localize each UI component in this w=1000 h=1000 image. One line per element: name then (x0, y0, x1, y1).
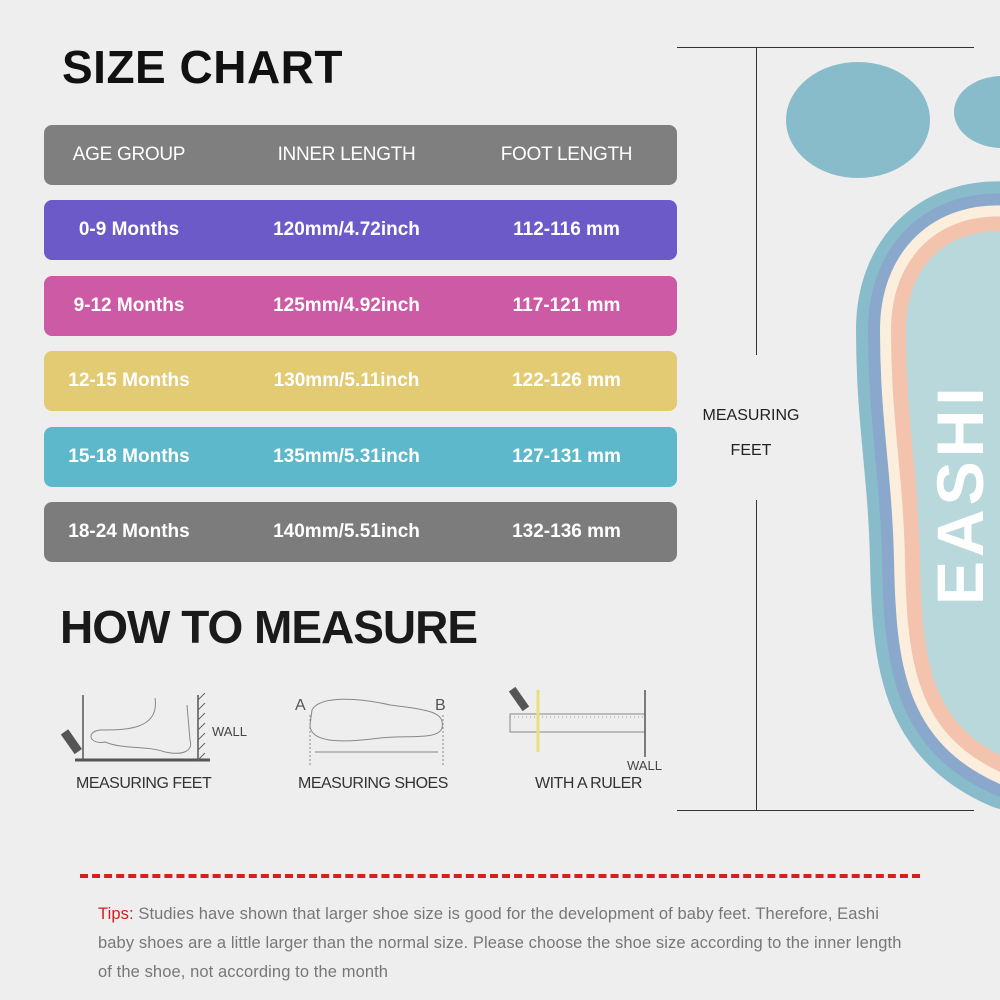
measuring-shoes-caption: MEASURING SHOES (298, 775, 448, 792)
measuring-shoes-illustration: A B (295, 697, 446, 765)
wall-label-feet: WALL (212, 724, 247, 739)
pencil-icon (508, 686, 530, 712)
pencil-icon (60, 729, 82, 755)
foot-length-cell: 127-131 mm (512, 445, 621, 467)
big-toe (786, 62, 930, 178)
foot-length-cell: 112-116 mm (513, 219, 620, 240)
tips-text: Tips: Studies have shown that larger sho… (98, 900, 918, 987)
table-row: 15-18 Months 135mm/5.31inch 127-131 mm (44, 426, 677, 487)
point-a: A (295, 697, 306, 714)
top-divider (677, 47, 974, 48)
red-dashed-divider (80, 874, 920, 878)
age-cell: 18-24 Months (68, 521, 190, 542)
table-row: 0-9 Months 120mm/4.72inch 112-116 mm (44, 200, 677, 260)
table-row: 18-24 Months 140mm/5.51inch 132-136 mm (44, 502, 677, 562)
tips-prefix: Tips: (98, 905, 134, 923)
label-line-2: FEET (730, 442, 772, 459)
tips-body: Studies have shown that larger shoe size… (98, 905, 902, 981)
ruler-illustration (508, 686, 646, 757)
ruler-caption: WITH A RULER (535, 775, 642, 792)
measuring-feet-label: MEASURING FEET (691, 398, 811, 468)
header-inner-length: INNER LENGTH (277, 144, 416, 165)
point-b: B (435, 697, 446, 714)
foot-length-cell: 132-136 mm (512, 521, 621, 542)
foot-length-cell: 122-126 mm (512, 370, 621, 391)
age-cell: 0-9 Months (78, 219, 180, 240)
age-cell: 9-12 Months (73, 294, 185, 316)
age-cell: 15-18 Months (68, 445, 190, 467)
measure-line-bottom (756, 500, 757, 810)
measure-line-top (756, 47, 757, 355)
brand-logo: EASHI (923, 383, 997, 605)
table-row: 9-12 Months 125mm/4.92inch 117-121 mm (44, 275, 677, 336)
inner-length-cell: 135mm/5.31inch (273, 445, 420, 467)
foot-length-cell: 117-121 mm (512, 294, 621, 316)
age-cell: 12-15 Months (68, 370, 190, 391)
header-foot-length: FOOT LENGTH (500, 144, 633, 165)
table-row: 12-15 Months 130mm/5.11inch 122-126 mm (44, 351, 677, 411)
inner-length-cell: 130mm/5.11inch (273, 370, 420, 391)
header-age-group: AGE GROUP (72, 144, 186, 165)
measuring-feet-caption: MEASURING FEET (76, 775, 212, 792)
size-chart-title: SIZE CHART (62, 41, 343, 93)
foot-band-4 (906, 231, 1000, 756)
inner-length-cell: 125mm/4.92inch (273, 294, 420, 316)
small-toe (954, 76, 1000, 148)
measuring-feet-illustration (60, 692, 210, 762)
wall-label-ruler: WALL (627, 758, 662, 773)
label-line-1: MEASURING (702, 407, 800, 424)
inner-length-cell: 120mm/4.72inch (273, 219, 420, 240)
how-to-measure-title: HOW TO MEASURE (60, 601, 478, 653)
table-header: AGE GROUP INNER LENGTH FOOT LENGTH (44, 125, 677, 185)
inner-length-cell: 140mm/5.51inch (273, 521, 420, 542)
bottom-divider (677, 810, 974, 811)
